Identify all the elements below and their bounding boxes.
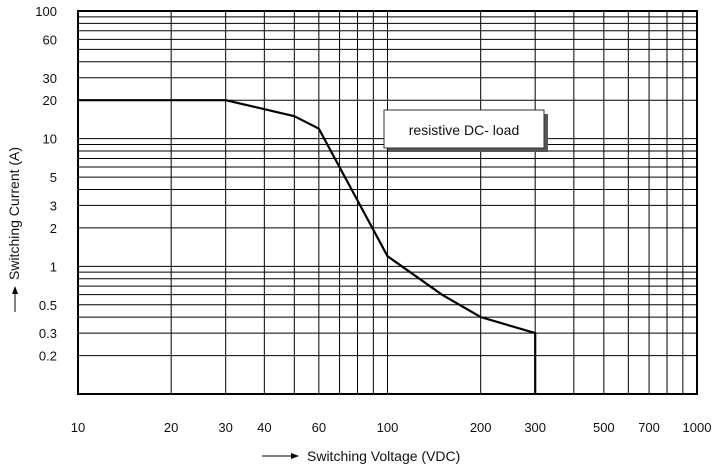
x-tick-label: 30	[218, 420, 232, 435]
y-tick-label: 0.5	[39, 298, 57, 313]
x-tick-label: 60	[312, 420, 326, 435]
y-tick-label: 10	[43, 132, 57, 147]
x-axis-label: Switching Voltage (VDC)	[307, 448, 460, 464]
x-tick-label: 20	[164, 420, 178, 435]
x-tick-label: 10	[71, 420, 85, 435]
y-tick-label: 3	[50, 198, 57, 213]
series-line	[78, 99, 537, 394]
y-tick-label: 100	[35, 4, 57, 19]
y-axis-label: Switching Current (A)	[6, 147, 22, 280]
x-axis-title: Switching Voltage (VDC)	[262, 448, 460, 464]
x-tick-label: 100	[377, 420, 399, 435]
y-tick-label: 2	[50, 221, 57, 236]
y-axis-title: Switching Current (A)	[6, 147, 22, 312]
x-tick-label: 700	[638, 420, 660, 435]
x-tick-label: 300	[524, 420, 546, 435]
x-tick-label: 200	[470, 420, 492, 435]
y-tick-label: 0.3	[39, 326, 57, 341]
x-tick-label: 1000	[683, 420, 712, 435]
x-tick-label: 500	[593, 420, 615, 435]
y-tick-label: 20	[43, 93, 57, 108]
x-tick-label: 40	[257, 420, 271, 435]
y-tick-label: 60	[43, 32, 57, 47]
y-gridlines	[78, 16, 697, 357]
y-tick-label: 5	[50, 170, 57, 185]
annotation-text: resistive DC- load	[409, 122, 519, 138]
y-tick-labels: 100 60 30 20 10 5 3 2 1 0.5 0.3 0.2	[35, 4, 57, 364]
y-tick-label: 1	[50, 259, 57, 274]
annotation-box: resistive DC- load	[383, 109, 548, 152]
x-tick-labels: 10 20 30 40 60 100 200 300 500 700 1000	[71, 420, 712, 435]
plot-frame	[77, 10, 698, 395]
y-tick-label: 0.2	[39, 349, 57, 364]
x-gridlines	[170, 11, 684, 394]
y-tick-label: 30	[43, 71, 57, 86]
